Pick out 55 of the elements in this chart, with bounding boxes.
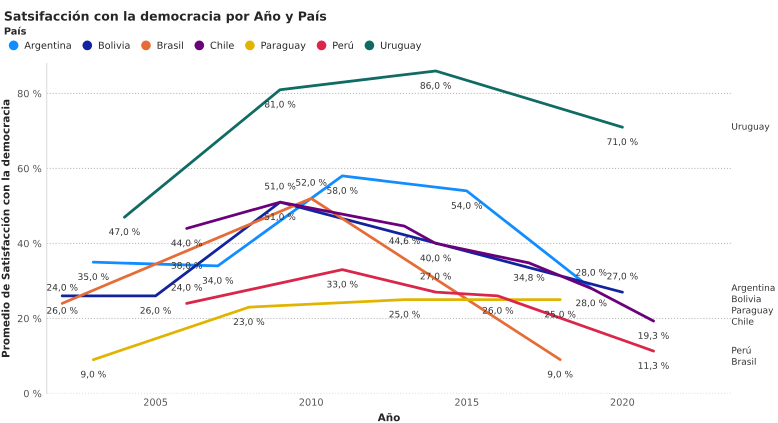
x-tick-label: 2020 xyxy=(610,398,634,406)
data-label: 71,0 % xyxy=(607,138,638,146)
data-label: 23,0 % xyxy=(234,318,264,326)
y-tick-label: 20 % xyxy=(18,314,42,322)
legend-label: Uruguay xyxy=(380,42,422,51)
y-axis-title: Promedio de Satisfacción con la democracia xyxy=(1,100,10,357)
data-label: 28,0 % xyxy=(576,299,607,308)
legend-label: Chile xyxy=(210,41,234,49)
y-tick-label: 0 % xyxy=(24,390,42,398)
y-tick-label: 60 % xyxy=(18,164,42,172)
data-label: 24,0 % xyxy=(172,284,202,292)
data-label: 44,6 % xyxy=(389,237,420,245)
x-tick-label: 2015 xyxy=(455,398,478,406)
x-axis-title: Año xyxy=(378,413,400,422)
text: Argentina xyxy=(731,284,775,293)
data-label: 24,0 % xyxy=(47,284,78,292)
chart-title: Satsifacción con la democracia por Año y País xyxy=(4,10,326,24)
data-label: 26,0 % xyxy=(140,306,171,315)
text: Paraguay xyxy=(732,306,774,316)
data-label: 81,0 % xyxy=(264,100,296,109)
legend-label: Brasil xyxy=(158,41,183,49)
data-label: 35,0 % xyxy=(78,273,109,281)
data-label: 25,0 % xyxy=(389,310,420,318)
y-tick-label: 40 % xyxy=(18,240,42,248)
legend-label: Argentina xyxy=(24,41,71,51)
data-label: 34,8 % xyxy=(514,274,544,282)
data-label: 86,0 % xyxy=(420,82,451,90)
legend-title: País xyxy=(4,26,26,35)
data-label: 9,0 % xyxy=(548,370,573,378)
legend-label: Paraguay xyxy=(262,42,306,51)
y-tick-label: 80 % xyxy=(18,90,42,98)
data-label: 9,0 % xyxy=(81,370,106,378)
text: Chile xyxy=(732,318,754,325)
data-label: 44,0 % xyxy=(171,239,202,248)
data-label: 34,0 % xyxy=(202,276,234,285)
data-label: 27,0 % xyxy=(607,272,638,280)
text: Uruguay xyxy=(732,123,770,132)
data-label: 40,0 % xyxy=(420,254,451,262)
data-label: 28,0 % xyxy=(576,268,607,277)
data-label: 33,0 % xyxy=(327,280,358,288)
data-label: 11,3 % xyxy=(638,362,669,370)
legend-label: Perú xyxy=(333,41,353,49)
data-label: 52,0 % xyxy=(296,178,326,187)
data-label: 58,0 % xyxy=(327,187,358,195)
x-tick-label: 2010 xyxy=(300,398,323,406)
legend-label: Bolivia xyxy=(98,41,130,49)
data-label: 54,0 % xyxy=(452,202,482,210)
data-label: 51,0 % xyxy=(265,182,296,190)
text: Perú xyxy=(732,346,751,354)
data-label: 19,3 % xyxy=(638,332,669,340)
text: Brasil xyxy=(732,358,756,365)
x-tick-label: 2005 xyxy=(144,398,168,406)
data-label: 26,0 % xyxy=(47,306,78,315)
text: Bolivia xyxy=(732,295,761,302)
data-label: 47,0 % xyxy=(109,228,140,236)
